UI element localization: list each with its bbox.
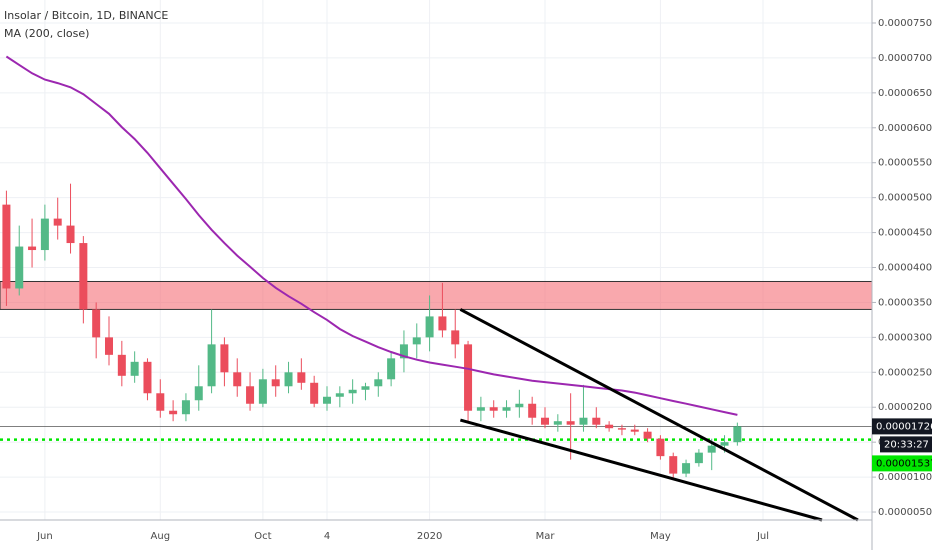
candle-body xyxy=(194,386,203,401)
candle-body xyxy=(464,344,473,411)
candle-body xyxy=(412,337,421,345)
candle-body xyxy=(541,417,549,425)
candle-body xyxy=(220,344,229,373)
candle-body xyxy=(694,452,703,464)
candle-body xyxy=(169,410,178,415)
candle-body xyxy=(553,421,562,425)
support-label-box xyxy=(872,455,932,472)
candle-body xyxy=(105,337,113,355)
x-tick-label: Oct xyxy=(254,531,271,542)
candle-body xyxy=(156,393,165,411)
resistance-zone xyxy=(0,280,873,310)
candle-body xyxy=(617,428,626,430)
candle-body xyxy=(15,246,24,289)
candle-body xyxy=(323,396,331,404)
indicator-label: MA (200, close) xyxy=(4,27,89,40)
candle-body xyxy=(707,445,716,453)
candle-body xyxy=(271,379,280,387)
candle-body xyxy=(515,403,524,408)
x-tick-label: Jun xyxy=(36,531,53,542)
candle-body xyxy=(130,361,139,376)
support-label: 0.00001537 xyxy=(876,458,932,469)
x-tick-label: Jul xyxy=(756,531,769,542)
candle-body xyxy=(246,386,255,404)
candle-body xyxy=(579,417,588,425)
candle-body xyxy=(643,431,652,439)
candle-body xyxy=(502,407,511,411)
candle-body xyxy=(207,344,216,387)
candle-body xyxy=(374,379,383,387)
candle-body xyxy=(297,372,306,383)
y-tick-label: 0.00000500 xyxy=(878,507,932,518)
candle-body xyxy=(40,218,49,251)
candle-body xyxy=(348,389,357,394)
candle-body xyxy=(335,393,344,397)
candle-body xyxy=(630,429,639,432)
x-tick-label: 2020 xyxy=(417,531,442,542)
x-tick-label: Aug xyxy=(151,531,171,542)
candle-body xyxy=(284,372,293,387)
candle-body xyxy=(528,403,537,418)
candle-body xyxy=(143,361,152,394)
candle-body xyxy=(476,407,485,411)
x-tick-label: 4 xyxy=(324,531,330,542)
candle-body xyxy=(66,225,75,244)
price-label: 0.00001726 xyxy=(876,421,932,432)
candle-body xyxy=(566,421,575,425)
candle-body xyxy=(489,407,498,411)
candle-body xyxy=(425,316,434,338)
candle-body xyxy=(720,442,729,446)
candle-body xyxy=(258,379,267,404)
countdown-label: 20:33:27 xyxy=(884,439,929,450)
candle-body xyxy=(2,204,11,289)
trend-line xyxy=(459,308,859,522)
plot xyxy=(0,55,873,522)
candle-body xyxy=(605,424,614,429)
candle-body xyxy=(117,354,126,376)
x-tick-label: Mar xyxy=(536,531,556,542)
candle-body xyxy=(28,246,37,251)
trend-line xyxy=(459,418,823,522)
candle-body xyxy=(79,243,88,310)
candle-body xyxy=(233,372,242,387)
candle-body xyxy=(92,309,101,338)
candle-body xyxy=(656,438,665,457)
candle-body xyxy=(181,400,190,415)
moving-average xyxy=(5,55,738,416)
candle-body xyxy=(310,382,319,404)
countdown-box xyxy=(880,436,932,453)
candle-body xyxy=(682,463,691,474)
candle-body xyxy=(669,456,678,474)
candle-body xyxy=(592,417,601,425)
candle-body xyxy=(438,316,447,331)
candle-body xyxy=(451,330,460,345)
candle-body xyxy=(387,358,396,380)
candle-body xyxy=(361,386,370,390)
price-label-box xyxy=(872,418,932,435)
candle-body xyxy=(399,344,408,359)
candle-body xyxy=(53,218,62,226)
chart-title: Insolar / Bitcoin, 1D, BINANCE xyxy=(4,9,168,22)
candle-body xyxy=(733,426,742,443)
x-tick-label: May xyxy=(650,531,671,542)
